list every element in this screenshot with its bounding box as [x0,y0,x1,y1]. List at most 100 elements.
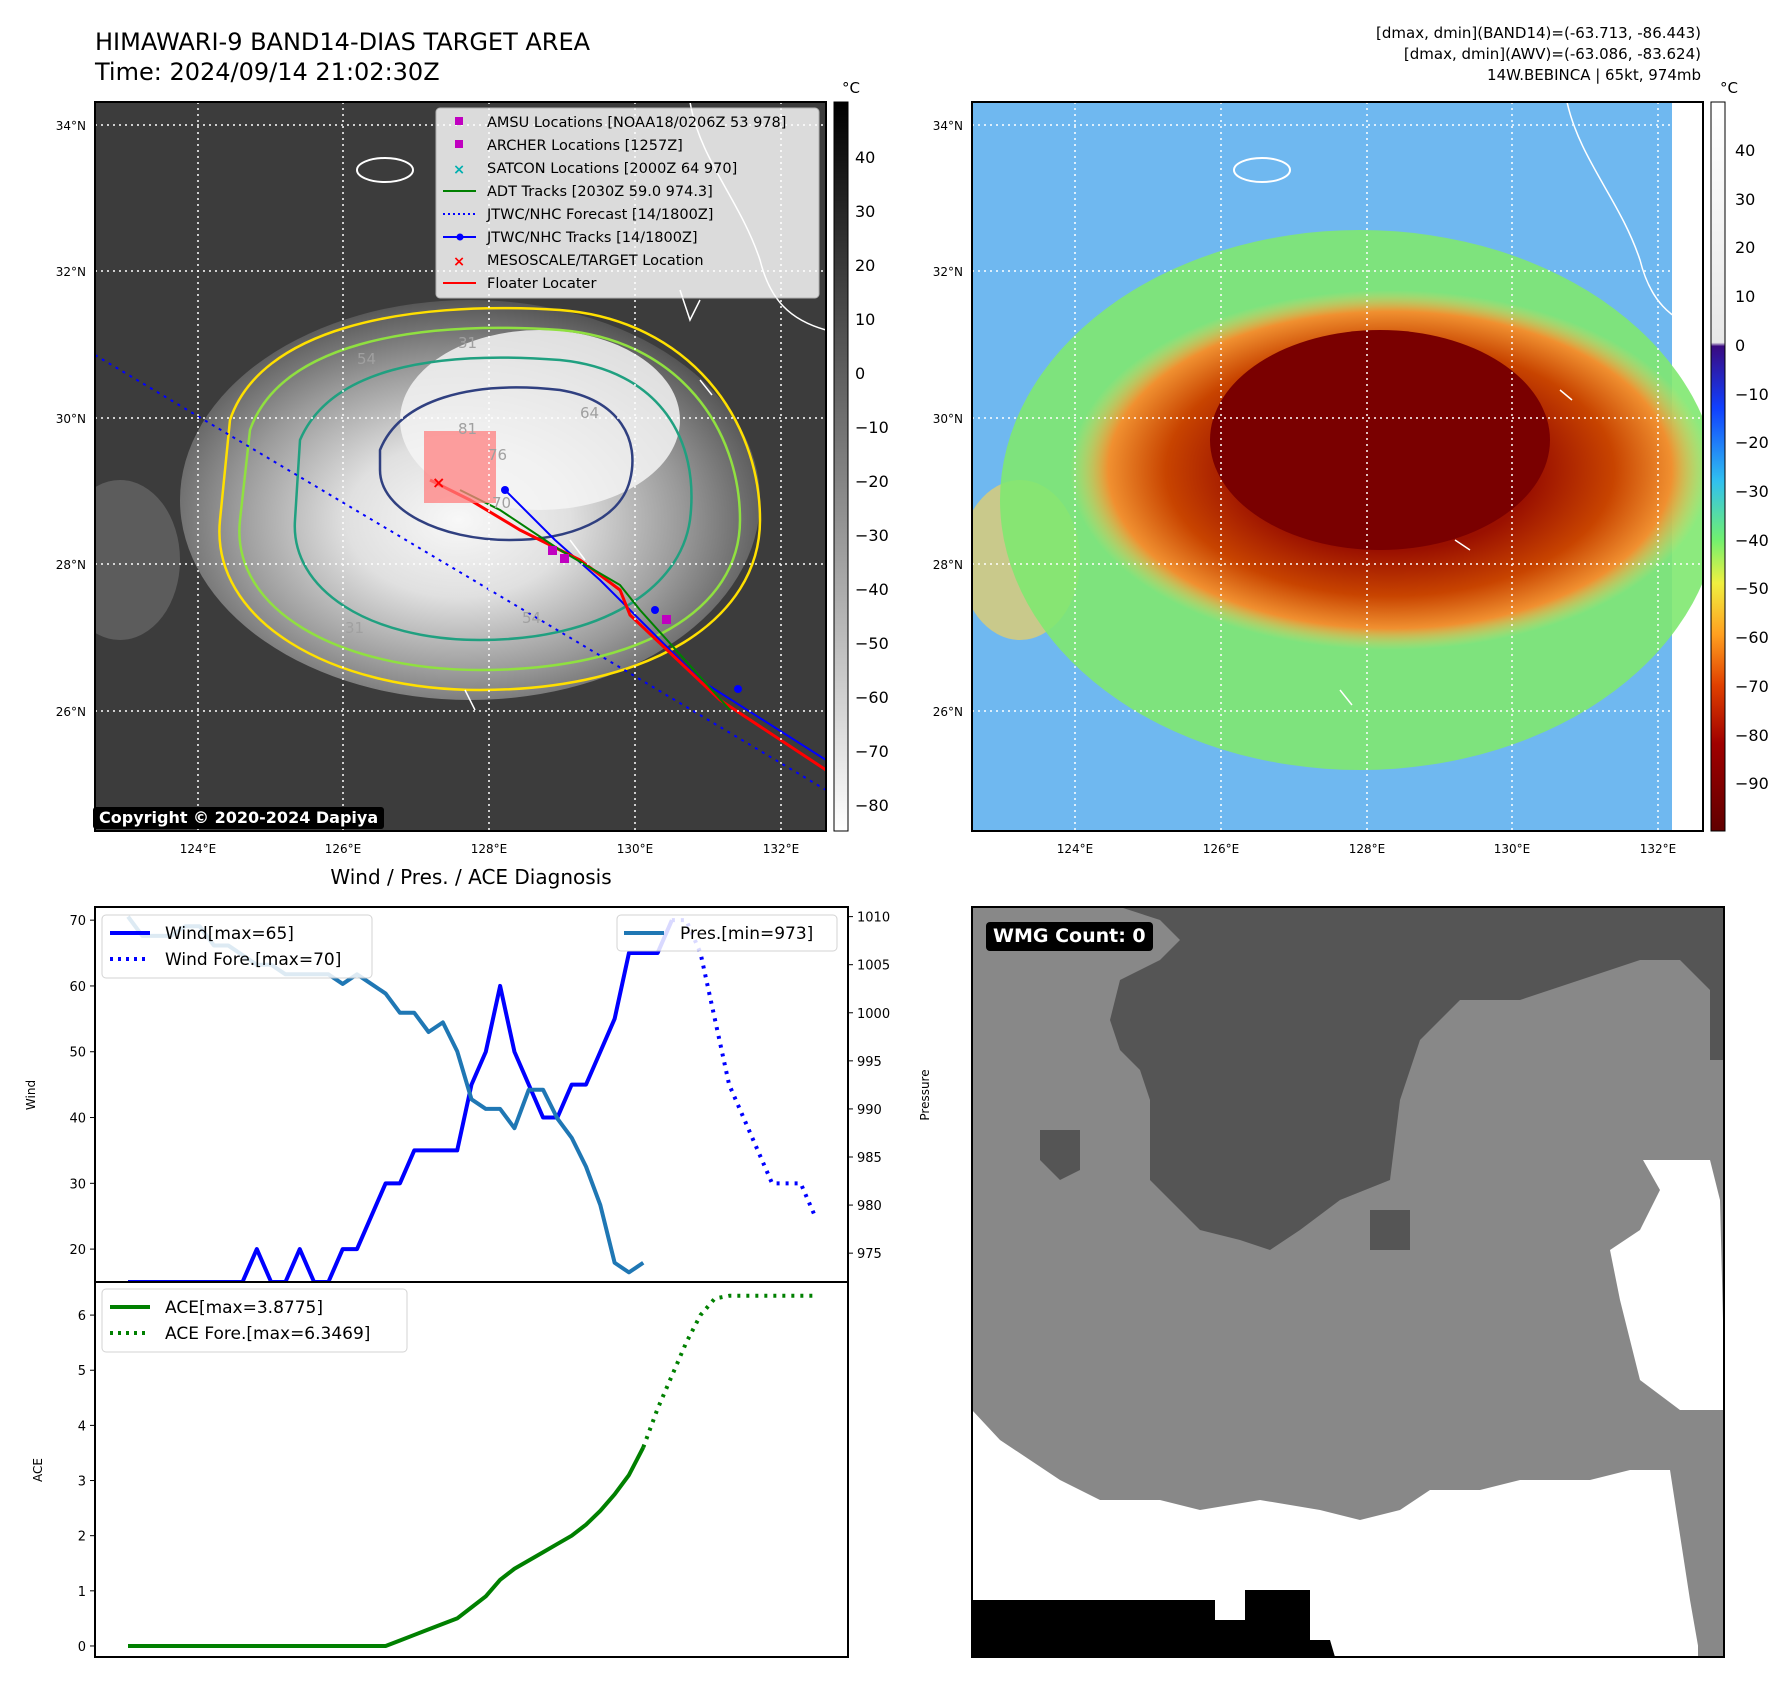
wind-tick-label-2: 50 [69,1046,86,1061]
svg-text:40: 40 [855,148,875,167]
legend-pressure: Pres.[min=973] [680,924,813,944]
wmg-dark-patches [1040,1130,1410,1250]
wmg-count-badge: WMG Count: 0 [986,922,1153,951]
svg-text:54: 54 [522,609,541,627]
legend-forecast: JTWC/NHC Forecast [14/1800Z] [486,207,713,223]
svg-text:10: 10 [855,310,875,329]
dmax-awv: [dmax, dmin](AWV)=(-63.086, -83.624) [1404,45,1701,63]
legend-target: MESOSCALE/TARGET Location [487,253,704,269]
pressure-tick-label-3: 995 [857,1055,882,1070]
left-colorbar-ramp [833,101,849,832]
svg-text:132°E: 132°E [763,842,800,856]
svg-text:30°N: 30°N [933,412,963,426]
svg-text:30: 30 [1735,190,1755,209]
right-colorbar-unit: °C [1720,79,1738,97]
ace-chart-series-1 [641,1293,815,1449]
pressure-tick-label-7: 975 [857,1247,882,1262]
left-amsu-marker-2 [662,615,671,624]
svg-text:−10: −10 [1735,385,1769,404]
right-colorbar-ramp [1710,101,1726,832]
left-jtwc-track [504,489,826,761]
ace-tick-label-4: 2 [78,1530,86,1545]
pressure-tick-label-1: 1005 [857,959,890,974]
left-map-frame [94,101,827,832]
left-adt-track [459,489,731,711]
svg-text:−50: −50 [1735,579,1769,598]
wind-tick-label-1: 60 [69,980,86,995]
right-coastline-jeju [1233,157,1291,183]
svg-text:−60: −60 [855,688,889,707]
legend-ace-forecast: ACE Fore.[max=6.3469] [165,1324,370,1344]
pressure-legend-box [616,914,838,952]
svg-text:−80: −80 [1735,726,1769,745]
svg-text:124°E: 124°E [180,842,217,856]
right-lon-labels: 124°E 126°E 128°E 130°E 132°E [1057,842,1677,856]
svg-text:28°N: 28°N [933,558,963,572]
svg-text:−40: −40 [855,580,889,599]
copyright-badge: Copyright © 2020-2024 Dapiya [93,807,385,829]
svg-text:−80: −80 [855,796,889,815]
wind-tick-label-4: 30 [69,1177,86,1192]
pressure-tick-label-4: 990 [857,1103,882,1118]
svg-text:130°E: 130°E [1494,842,1531,856]
dmax-band14: [dmax, dmin](BAND14)=(-63.713, -86.443) [1376,24,1701,42]
svg-text:26°N: 26°N [56,705,86,719]
svg-text:54: 54 [357,350,376,368]
left-archer-marker [560,554,569,563]
wmg-gray-corner [1698,1600,1724,1657]
svg-text:0: 0 [1735,336,1745,355]
svg-text:34°N: 34°N [56,119,86,133]
map-legend: AMSU Locations [NOAA18/0206Z 53 978] ARC… [435,107,820,299]
pressure-tick-label-0: 1010 [857,911,890,926]
svg-text:20: 20 [855,256,875,275]
legend-adt: ADT Tracks [2030Z 59.0 974.3] [487,184,713,200]
legend-archer-swatch [455,140,463,148]
right-lat-labels: 34°N 32°N 30°N 28°N 26°N [933,119,963,719]
right-coastline-kyushu [1566,102,1703,331]
svg-text:−50: −50 [855,634,889,653]
left-contour-teal [293,356,693,642]
svg-text:28°N: 28°N [56,558,86,572]
legend-ace: ACE[max=3.8775] [165,1298,323,1318]
svg-text:−90: −90 [1735,774,1769,793]
svg-text:128°E: 128°E [471,842,508,856]
wmg-black-region [972,1590,1335,1657]
svg-text:−40: −40 [1735,531,1769,550]
wind-yticks: 70 60 50 40 30 20 [69,914,95,1258]
storm-info: 14W.BEBINCA | 65kt, 974mb [1487,66,1701,84]
svg-text:−60: −60 [1735,628,1769,647]
legend-target-swatch: × [453,254,465,270]
wind-legend: Wind[max=65] Wind Fore.[max=70] [101,914,373,979]
left-lat-labels: 34°N 32°N 30°N 28°N 26°N [56,119,86,719]
svg-text:0: 0 [855,364,865,383]
svg-text:−10: −10 [855,418,889,437]
left-coastline-jeju [356,157,414,183]
ace-tick-label-5: 1 [78,1585,86,1600]
pressure-tick-label-2: 1000 [857,1007,890,1022]
wind-tick-label-5: 20 [69,1243,86,1258]
svg-text:−30: −30 [1735,482,1769,501]
pressure-legend: Pres.[min=973] [616,914,838,952]
svg-text:126°E: 126°E [1203,842,1240,856]
left-contour-lightgreen [238,326,742,672]
wmg-frame [971,906,1725,1658]
ace-tick-label-3: 3 [78,1475,86,1490]
svg-text:30: 30 [855,202,875,221]
svg-text:40: 40 [1735,141,1755,160]
ace-series [128,1293,815,1648]
right-gridlines [972,102,1703,831]
svg-text:10: 10 [1735,287,1755,306]
ace-legend-box [101,1288,408,1353]
legend-satcon-swatch: × [453,162,465,178]
right-map [972,102,1703,831]
ace-tick-label-0: 6 [78,1309,86,1324]
figure-time: Time: 2024/09/14 21:02:30Z [94,58,440,86]
svg-text:81: 81 [458,420,477,438]
right-map-frame [971,101,1704,832]
wind-axis-label: Wind [24,1080,38,1110]
svg-text:26°N: 26°N [933,705,963,719]
wmg-panel [971,906,1725,1658]
wind-tick-label-0: 70 [69,914,86,929]
left-contour-labels: 31 54 64 81 76 70 31 54 [345,334,599,637]
svg-text:32°N: 32°N [56,265,86,279]
